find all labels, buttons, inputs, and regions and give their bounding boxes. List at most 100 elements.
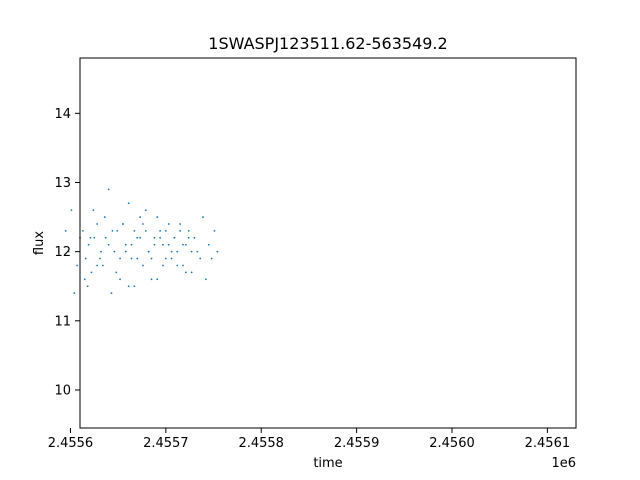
data-point xyxy=(179,230,182,232)
data-point xyxy=(216,250,219,253)
data-point xyxy=(96,223,99,225)
data-point xyxy=(130,257,133,260)
data-point xyxy=(103,216,106,218)
data-point xyxy=(83,278,86,281)
y-tick-label: 13 xyxy=(54,176,71,191)
x-tick-label: 2.4558 xyxy=(238,436,284,451)
data-point xyxy=(99,257,101,260)
y-tick-label: 10 xyxy=(54,383,71,398)
data-point xyxy=(190,250,193,253)
data-point xyxy=(159,230,162,232)
data-point xyxy=(96,264,99,267)
data-point xyxy=(187,236,190,239)
x-tick-label: 2.4559 xyxy=(334,436,380,451)
data-point xyxy=(73,292,76,295)
data-point xyxy=(110,292,113,295)
data-point xyxy=(162,264,164,267)
data-point xyxy=(182,243,184,246)
data-point xyxy=(176,250,179,253)
data-point xyxy=(107,243,110,246)
data-point xyxy=(76,264,79,267)
data-point xyxy=(100,250,102,253)
x-tick-label: 2.4561 xyxy=(525,436,571,451)
x-tick-label: 2.4556 xyxy=(48,436,94,451)
data-point xyxy=(107,188,110,191)
data-point xyxy=(92,209,95,212)
data-point xyxy=(67,250,70,253)
data-point xyxy=(104,236,107,239)
data-point xyxy=(142,223,144,225)
plot-area xyxy=(80,58,576,428)
data-point xyxy=(84,257,87,260)
data-point xyxy=(156,278,159,281)
data-point xyxy=(130,243,133,246)
data-point xyxy=(116,230,119,232)
data-point xyxy=(111,230,114,232)
x-tick-label: 2.4560 xyxy=(429,436,475,451)
y-axis-ticks: 10 11 12 13 14 xyxy=(54,107,80,398)
y-tick-label: 12 xyxy=(54,245,71,260)
data-points-layer xyxy=(64,188,219,295)
data-point xyxy=(159,236,162,239)
y-tick-label: 14 xyxy=(54,107,71,122)
data-point xyxy=(119,257,121,260)
data-point xyxy=(184,271,187,274)
data-point xyxy=(156,216,159,218)
plot-frame xyxy=(79,57,577,429)
x-axis-title: time xyxy=(313,456,342,471)
data-point xyxy=(179,223,182,225)
data-point xyxy=(144,209,147,212)
data-point xyxy=(144,230,147,232)
data-point xyxy=(196,250,199,253)
data-point xyxy=(139,216,141,218)
data-point xyxy=(207,243,210,246)
data-point xyxy=(133,230,136,232)
data-point xyxy=(122,223,124,225)
data-point xyxy=(164,257,167,260)
data-point xyxy=(184,243,187,246)
data-point xyxy=(190,271,193,274)
data-point xyxy=(193,236,196,239)
data-point xyxy=(87,243,90,246)
data-point xyxy=(119,278,121,281)
data-point xyxy=(153,243,156,246)
data-point xyxy=(187,230,190,232)
data-point xyxy=(124,250,127,253)
data-point xyxy=(170,250,173,253)
data-point xyxy=(64,230,67,232)
chart-title: 1SWASPJ123511.62-563549.2 xyxy=(208,34,447,53)
data-point xyxy=(182,264,184,267)
data-point xyxy=(147,250,150,253)
data-point xyxy=(136,257,139,260)
data-point xyxy=(173,236,176,239)
data-point xyxy=(205,278,207,281)
data-point xyxy=(153,236,156,239)
y-tick-label: 11 xyxy=(54,314,71,329)
data-point xyxy=(164,230,167,232)
data-point xyxy=(124,243,127,246)
data-point xyxy=(136,236,139,239)
data-point xyxy=(101,264,104,267)
data-point xyxy=(90,271,93,274)
data-point xyxy=(150,257,153,260)
data-point xyxy=(81,230,84,232)
data-point xyxy=(202,216,204,218)
y-axis-title: flux xyxy=(32,231,47,255)
data-point xyxy=(150,278,153,281)
data-point xyxy=(127,285,130,288)
data-point xyxy=(142,264,144,267)
data-point xyxy=(213,230,216,232)
data-point xyxy=(89,236,92,239)
data-point xyxy=(93,236,96,239)
data-point xyxy=(210,257,213,260)
x-axis-ticks: 2.4556 2.4557 2.4558 2.4559 2.4560 2.4561 xyxy=(48,428,570,451)
data-point xyxy=(167,223,170,225)
data-point xyxy=(70,209,73,212)
data-point xyxy=(167,243,170,246)
data-point xyxy=(162,243,164,246)
data-point xyxy=(113,250,116,253)
data-point xyxy=(115,271,118,274)
data-point xyxy=(170,257,173,260)
x-axis-offset-label: 1e6 xyxy=(551,456,576,471)
